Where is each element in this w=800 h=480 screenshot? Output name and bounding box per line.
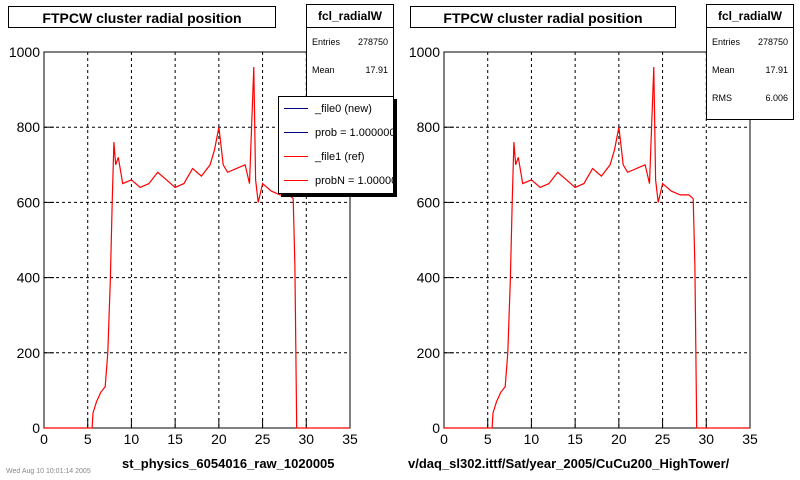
left-ytick-label-400: 400	[17, 270, 41, 286]
left-histogram-title: FTPCW cluster radial position	[8, 6, 276, 28]
right-ytick-label-0: 0	[432, 420, 440, 436]
right-xtick-label-15: 15	[567, 431, 583, 447]
timestamp-stamp: Wed Aug 10 10:01:14 2005	[6, 468, 91, 475]
legend-label-file1: _file1 (ref)	[315, 151, 365, 163]
left-stats-box[interactable]: fcl_radialW Entries 278750 Mean 17.91	[306, 4, 394, 100]
right-ytick-label-800: 800	[417, 119, 441, 135]
left-stats-entries-label: Entries	[312, 37, 341, 47]
right-stats-entries-label: Entries	[712, 37, 741, 47]
right-xtick-label-20: 20	[611, 431, 627, 447]
right-stats-entries-value: 278750	[757, 37, 788, 47]
right-plot-area	[444, 52, 750, 428]
left-xtick-label-20: 20	[211, 431, 227, 447]
left-legend[interactable]: _file0 (new) prob = 1.000000 _file1 (ref…	[278, 96, 394, 194]
legend-line-prob	[284, 132, 308, 133]
right-xtick-label-25: 25	[655, 431, 671, 447]
left-ytick-label-1000: 1000	[9, 44, 40, 60]
right-xtick-label-0: 0	[440, 431, 448, 447]
left-ytick-label-800: 800	[17, 119, 41, 135]
right-stats-rms-label: RMS	[712, 93, 732, 103]
right-stats-mean-label: Mean	[712, 65, 735, 75]
left-xtick-label-10: 10	[124, 431, 140, 447]
legend-line-file0	[284, 108, 308, 109]
legend-entry-file0: _file0 (new)	[279, 97, 393, 121]
legend-line-file1	[284, 156, 308, 157]
right-stats-name: fcl_radialW	[707, 5, 793, 28]
left-ytick-label-0: 0	[32, 420, 40, 436]
left-xtick-label-30: 30	[298, 431, 314, 447]
left-xtick-label-5: 5	[84, 431, 92, 447]
right-histogram-svg: 0 5 10 15 20 25 30 35 0 200 400 600 800 1000	[409, 44, 758, 447]
right-file-label: v/daq_sl302.ittf/Sat/year_2005/CuCu200_H…	[408, 456, 730, 471]
legend-label-probn: probN = 1.000000	[315, 175, 393, 187]
right-stats-rms-value: 6.006	[765, 93, 788, 103]
right-xtick-label-10: 10	[524, 431, 540, 447]
right-xtick-label-30: 30	[698, 431, 714, 447]
right-xtick-label-35: 35	[742, 431, 758, 447]
left-xtick-label-25: 25	[255, 431, 271, 447]
right-histogram-title: FTPCW cluster radial position	[410, 6, 676, 28]
right-xtick-label-5: 5	[484, 431, 492, 447]
left-xtick-label-0: 0	[40, 431, 48, 447]
right-ytick-label-400: 400	[417, 270, 441, 286]
right-ytick-label-1000: 1000	[409, 44, 440, 60]
left-stats-mean-value: 17.91	[365, 65, 388, 75]
left-file-label: st_physics_6054016_raw_1020005	[122, 456, 335, 471]
left-stats-mean-label: Mean	[312, 65, 335, 75]
right-stats-mean-value: 17.91	[765, 65, 788, 75]
left-ytick-label-600: 600	[17, 194, 41, 210]
legend-entry-probn: probN = 1.000000	[279, 169, 393, 193]
legend-entry-file1: _file1 (ref)	[279, 145, 393, 169]
legend-label-file0: _file0 (new)	[315, 103, 372, 115]
left-stats-name: fcl_radialW	[307, 5, 393, 28]
right-ytick-label-600: 600	[417, 194, 441, 210]
right-ytick-label-200: 200	[417, 345, 441, 361]
left-ytick-label-200: 200	[17, 345, 41, 361]
left-xtick-label-15: 15	[167, 431, 183, 447]
legend-entry-prob: prob = 1.000000	[279, 121, 393, 145]
legend-label-prob: prob = 1.000000	[315, 127, 394, 139]
right-frame	[443, 51, 751, 429]
left-histogram-pad: 0 5 10 15 20 25 30 35 0 200 400 600 800 1000 FTPCW cl…	[6, 4, 394, 475]
right-stats-box[interactable]: fcl_radialW Entries 278750 Mean 17.91 RM…	[706, 4, 794, 120]
right-series-0	[444, 66, 750, 429]
legend-line-probn	[284, 180, 308, 181]
left-frame	[43, 51, 351, 429]
left-series-0	[44, 66, 350, 429]
left-stats-entries-value: 278750	[357, 37, 388, 47]
left-xtick-label-35: 35	[342, 431, 358, 447]
right-histogram-pad: 0 5 10 15 20 25 30 35 0 200 400 600 800 1000 FTPCW cl…	[400, 0, 800, 480]
